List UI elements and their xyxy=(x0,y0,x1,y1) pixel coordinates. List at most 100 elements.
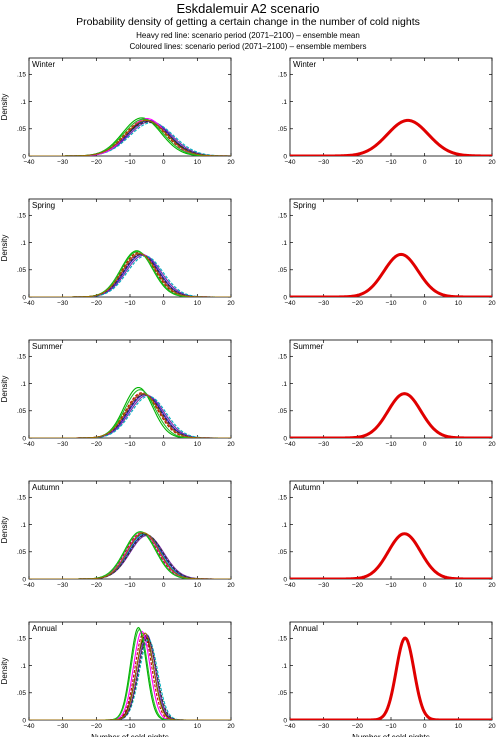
y-tick-label: 0 xyxy=(22,576,26,583)
curves xyxy=(290,392,492,438)
x-tick-label: 0 xyxy=(423,723,427,730)
x-tick-label: 10 xyxy=(194,582,202,589)
x-tick-label: 0 xyxy=(423,300,427,307)
ensemble-member-curve xyxy=(29,532,231,579)
ensemble-member-curve xyxy=(29,531,231,579)
x-tick-label: −40 xyxy=(23,723,34,730)
x-tick-label: −10 xyxy=(385,441,396,448)
curves xyxy=(290,532,492,579)
y-tick-label: .1 xyxy=(21,99,27,106)
panel-spring-members: −40 −30 −20 −10 0 10 20 0 .05 .1 .15 Spring Density xyxy=(0,198,235,307)
y-tick-label: .05 xyxy=(278,267,287,274)
x-tick-label: 20 xyxy=(227,441,235,448)
x-tick-label: −40 xyxy=(23,441,34,448)
x-tick-label: −20 xyxy=(352,582,363,589)
x-tick-label: 10 xyxy=(194,441,202,448)
season-label: Autumn xyxy=(293,483,321,492)
x-tick-label: −30 xyxy=(318,582,329,589)
ensemble-member-curve xyxy=(29,253,231,297)
x-tick-label: 10 xyxy=(455,159,463,166)
x-tick-label: −40 xyxy=(284,441,295,448)
ensemble-member-curve xyxy=(29,630,231,720)
x-tick-label: −30 xyxy=(57,723,68,730)
axes-box xyxy=(289,198,493,298)
y-tick-label: .15 xyxy=(278,354,287,361)
y-tick-label: .1 xyxy=(282,99,288,106)
ensemble-member-curve xyxy=(29,386,231,438)
season-label: Annual xyxy=(32,624,57,633)
curves xyxy=(29,386,231,438)
x-tick-label: −30 xyxy=(318,441,329,448)
panel-autumn-members: −40 −30 −20 −10 0 10 20 0 .05 .1 .15 Autumn Density xyxy=(0,480,235,589)
x-tick-label: −10 xyxy=(124,582,135,589)
ensemble-member-curve xyxy=(29,119,231,156)
season-label: Summer xyxy=(32,342,63,351)
x-tick-label: −30 xyxy=(57,159,68,166)
x-axis-label: Number of cold nights xyxy=(352,733,430,737)
y-tick-label: .05 xyxy=(17,126,26,133)
x-tick-label: −30 xyxy=(57,441,68,448)
x-tick-label: −30 xyxy=(57,300,68,307)
x-tick-label: −30 xyxy=(318,300,329,307)
x-tick-label: 10 xyxy=(455,300,463,307)
season-label: Summer xyxy=(293,342,324,351)
y-tick-label: 0 xyxy=(283,435,287,442)
axes-box xyxy=(28,57,232,157)
x-tick-label: −20 xyxy=(91,300,102,307)
y-axis-label: Density xyxy=(0,517,9,544)
x-tick-label: −40 xyxy=(23,582,34,589)
y-tick-label: .05 xyxy=(17,690,26,697)
ensemble-member-curve xyxy=(29,394,231,438)
axes-box xyxy=(289,480,493,580)
season-label: Annual xyxy=(293,624,318,633)
y-axis-label: Density xyxy=(0,658,9,685)
panel-annual-mean: −40 −30 −20 −10 0 10 20 0 .05 .1 .15 Annual Number o… xyxy=(278,621,496,737)
axes-box xyxy=(28,339,232,439)
curves xyxy=(29,531,231,579)
x-tick-label: 20 xyxy=(488,723,496,730)
x-tick-label: 20 xyxy=(488,159,496,166)
y-tick-label: .15 xyxy=(17,636,26,643)
y-axis-label: Density xyxy=(0,376,9,403)
x-tick-label: −20 xyxy=(352,300,363,307)
y-tick-label: .15 xyxy=(17,213,26,220)
x-tick-label: 10 xyxy=(194,159,202,166)
panel-autumn-mean: −40 −30 −20 −10 0 10 20 0 .05 .1 .15 Autumn xyxy=(278,480,496,589)
x-tick-label: −10 xyxy=(385,723,396,730)
y-tick-label: 0 xyxy=(22,294,26,301)
y-tick-label: .15 xyxy=(278,213,287,220)
y-tick-label: .1 xyxy=(21,240,27,247)
y-tick-label: .05 xyxy=(278,408,287,415)
x-tick-label: −10 xyxy=(124,300,135,307)
x-tick-label: 20 xyxy=(227,582,235,589)
ensemble-member-curve xyxy=(29,255,231,297)
panel-annual-members: −40 −30 −20 −10 0 10 20 0 .05 .1 .15 Annual Density N… xyxy=(0,621,235,737)
curves xyxy=(290,118,492,156)
x-tick-label: 20 xyxy=(488,582,496,589)
y-tick-label: .05 xyxy=(278,126,287,133)
axes-box xyxy=(289,339,493,439)
y-tick-label: 0 xyxy=(283,717,287,724)
x-tick-label: −10 xyxy=(385,300,396,307)
x-tick-label: −40 xyxy=(284,159,295,166)
x-tick-label: 20 xyxy=(227,159,235,166)
x-tick-label: −10 xyxy=(385,159,396,166)
y-tick-label: .1 xyxy=(21,381,27,388)
curves xyxy=(29,117,231,156)
x-tick-label: −40 xyxy=(284,300,295,307)
x-axis-label: Number of cold nights xyxy=(91,733,169,737)
axes-box xyxy=(28,198,232,298)
ensemble-mean-curve xyxy=(290,252,492,297)
ensemble-member-curve xyxy=(29,532,231,579)
panel-summer-mean: −40 −30 −20 −10 0 10 20 0 .05 .1 .15 Summer xyxy=(278,339,496,448)
y-tick-label: .1 xyxy=(282,240,288,247)
x-tick-label: 10 xyxy=(194,300,202,307)
season-label: Autumn xyxy=(32,483,60,492)
y-tick-label: 0 xyxy=(22,717,26,724)
x-tick-label: 20 xyxy=(227,300,235,307)
y-axis-label: Density xyxy=(0,94,9,121)
y-tick-label: .05 xyxy=(278,690,287,697)
x-tick-label: −10 xyxy=(124,723,135,730)
x-tick-label: 0 xyxy=(162,441,166,448)
ensemble-member-curve xyxy=(29,119,231,156)
